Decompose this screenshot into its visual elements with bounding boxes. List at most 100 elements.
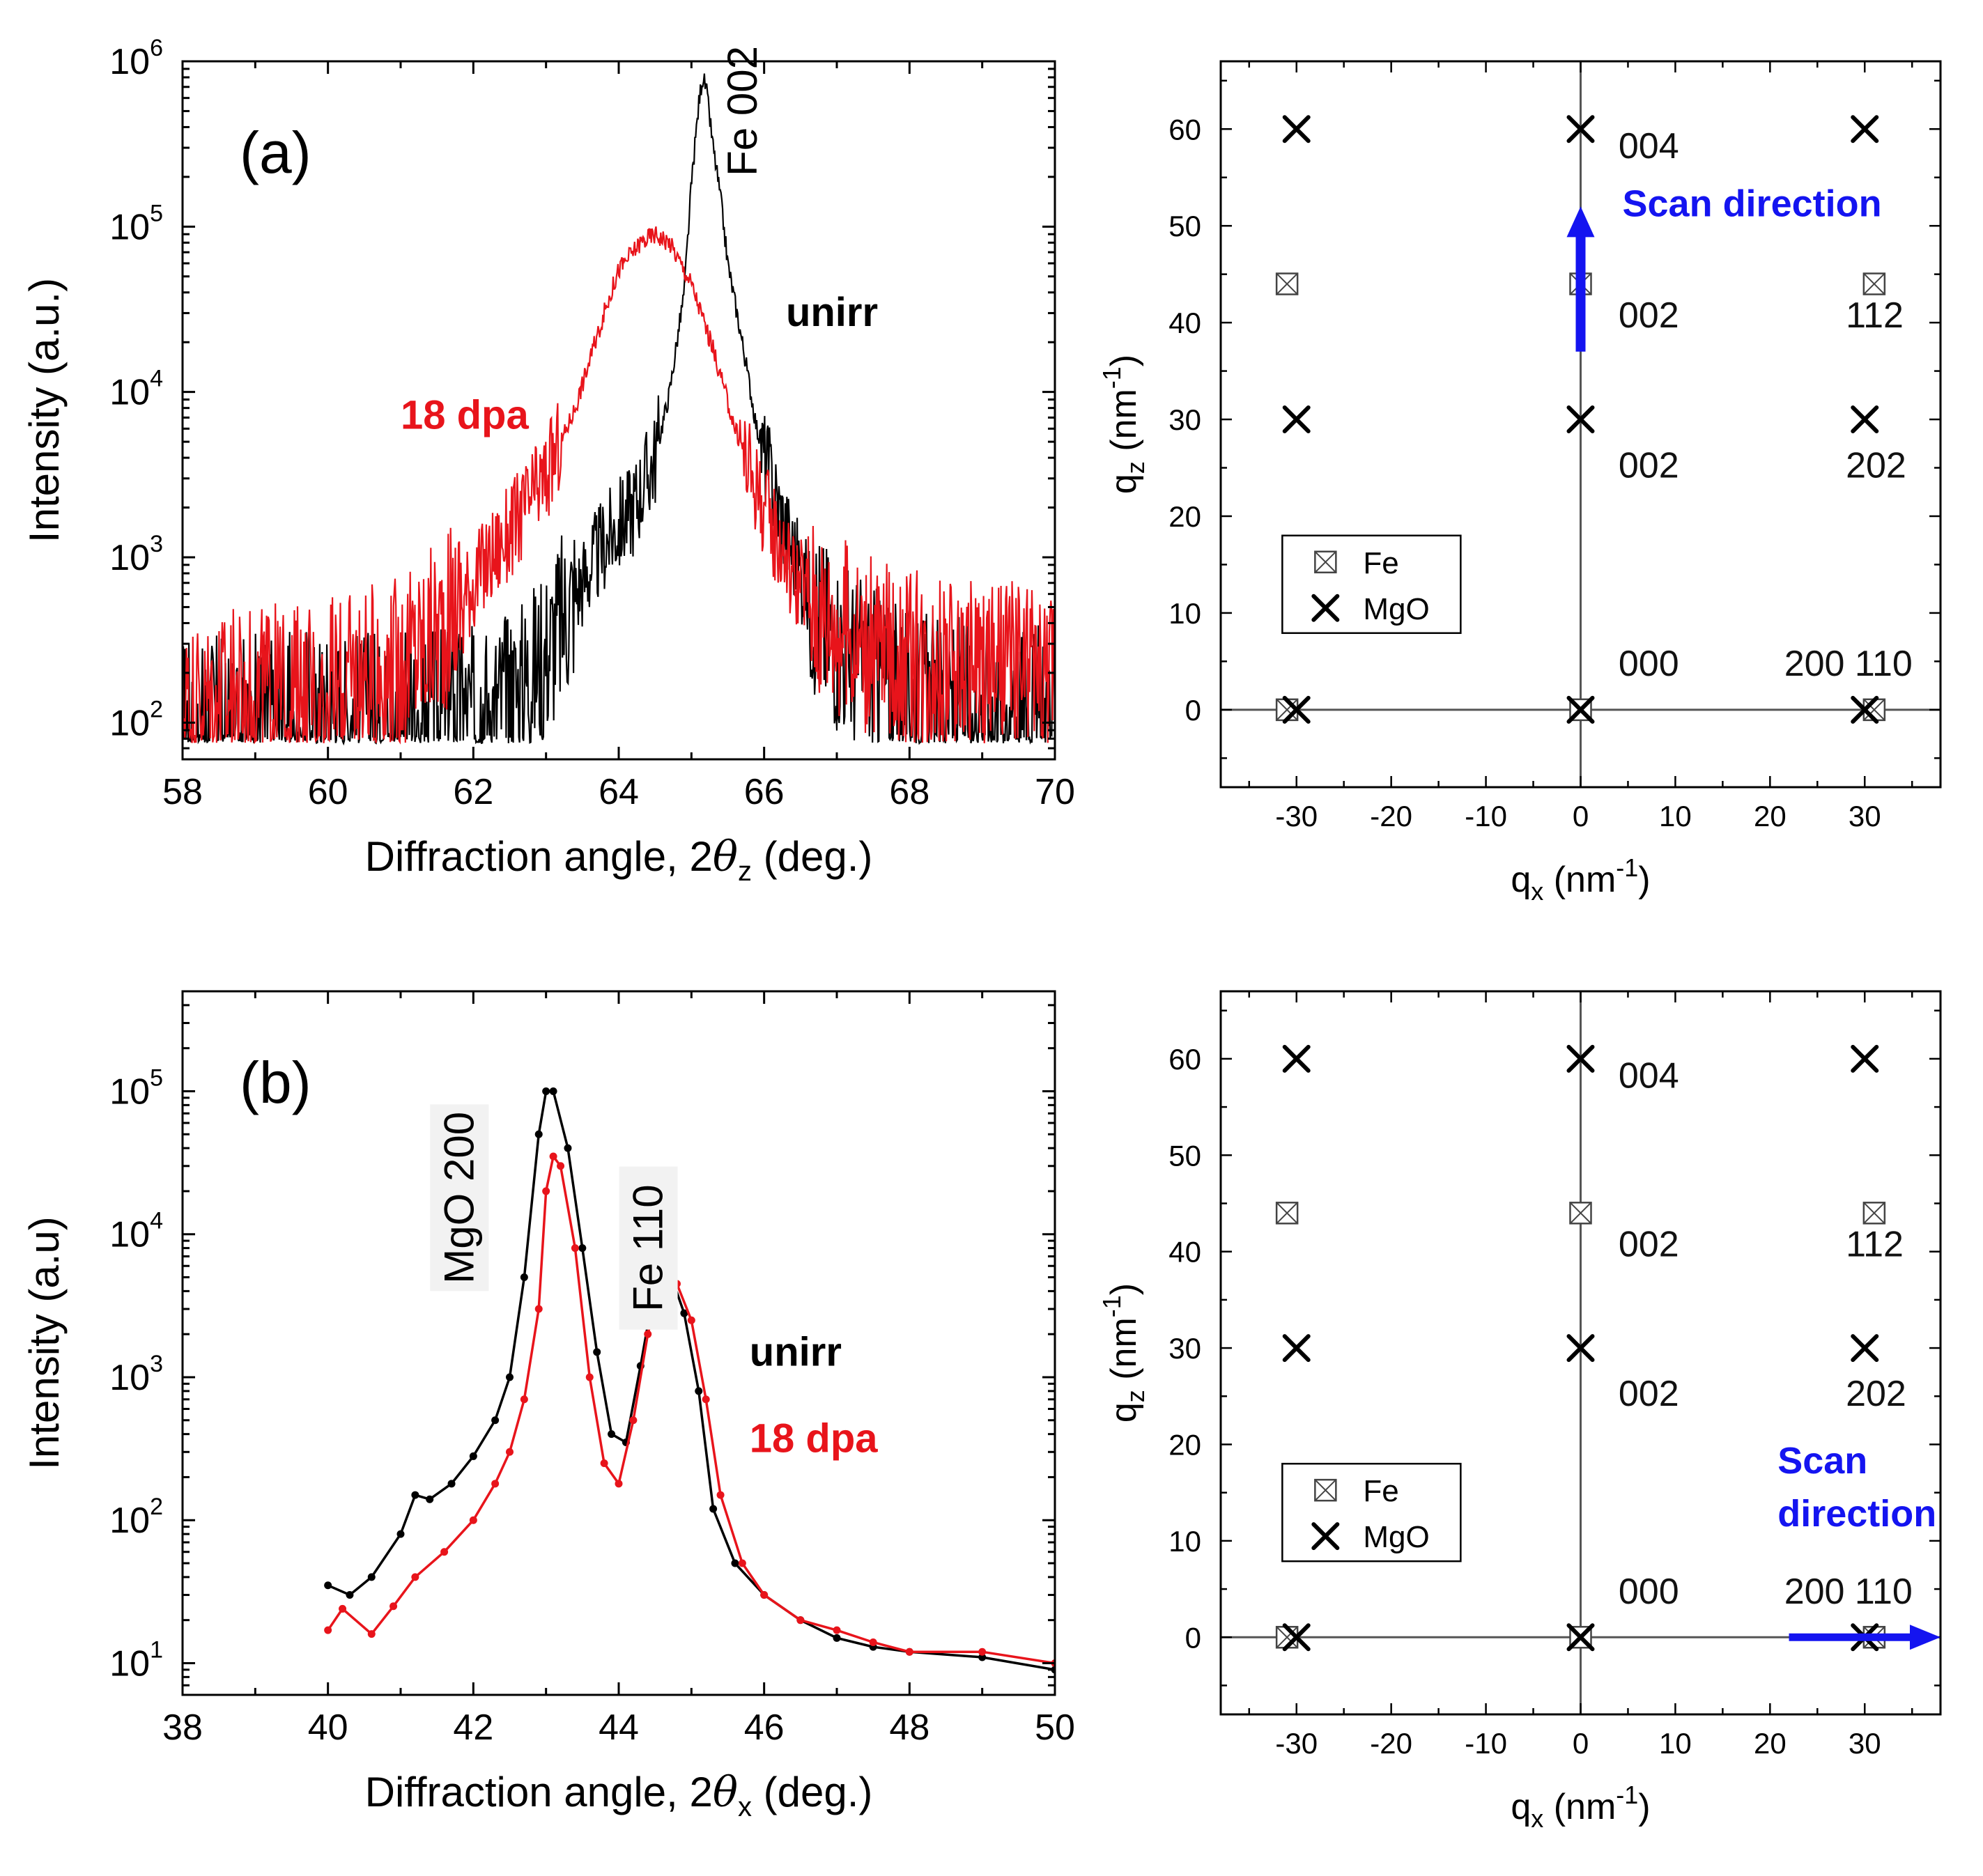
y-tick-base: 10 (109, 1501, 150, 1541)
data-point-18-dpa (644, 1330, 652, 1338)
x-tick-label: 20 (1754, 1727, 1787, 1760)
data-point-unirr (978, 1653, 987, 1661)
y-axis-label-unit: (nm (1104, 1317, 1144, 1390)
y-tick-label: 104 (109, 1208, 163, 1255)
data-point-unirr (542, 1087, 550, 1095)
y-axis-label-close: ) (1104, 1283, 1144, 1295)
x-tick-label: 48 (889, 1707, 929, 1748)
plot-frame (181, 990, 1056, 1696)
data-point-unirr (447, 1480, 456, 1488)
y-axis-label-sup: -1 (1097, 1295, 1126, 1317)
x-tick-label: -30 (1275, 1727, 1318, 1760)
y-tick-exponent: 2 (150, 1494, 163, 1520)
x-tick-label: 42 (453, 1707, 493, 1748)
y-tick-label: 60 (1168, 113, 1201, 146)
x-axis-label-unit: (deg.) (752, 833, 872, 880)
mgo-marker (1282, 1044, 1311, 1073)
x-axis-label: qx (nm-1) (1511, 853, 1650, 906)
data-point-unirr (367, 1573, 376, 1581)
y-tick-label: 40 (1168, 307, 1201, 339)
data-point-unirr (833, 1634, 841, 1642)
series-line-18-dpa (183, 226, 1055, 745)
mgo-marker (1566, 1623, 1595, 1652)
x-axis-label-sup: -1 (1616, 1781, 1638, 1809)
y-tick-label: 30 (1168, 403, 1201, 436)
y-tick-label: 103 (109, 531, 163, 578)
annotation-box (619, 1166, 678, 1330)
y-tick-base: 10 (109, 1358, 150, 1398)
annotation-peak: Fe 002 (719, 46, 766, 176)
point-label: 002 (1619, 1225, 1679, 1265)
scan-direction-label-line1: Scan (1777, 1440, 1867, 1482)
x-axis-label-close: ) (1638, 860, 1650, 900)
data-point-18-dpa (796, 1616, 805, 1625)
y-axis-label: qz (nm-1) (1097, 355, 1150, 494)
x-axis-label-sup: -1 (1616, 853, 1638, 882)
point-label: 000 (1619, 644, 1679, 684)
legend: Fe MgO (1281, 534, 1462, 635)
data-point-unirr (695, 1387, 703, 1395)
fe-marker (1862, 272, 1886, 295)
y-tick-label: 0 (1185, 1621, 1201, 1654)
x-tick-label: 10 (1659, 800, 1692, 832)
data-point-18-dpa (760, 1591, 769, 1599)
y-tick-exponent: 1 (150, 1636, 163, 1663)
y-axis-label-sub: z (1121, 1390, 1150, 1402)
panel-label: (b) (240, 1050, 311, 1115)
legend-box (1281, 534, 1462, 635)
x-tick-label: -30 (1275, 800, 1318, 832)
y-tick-label: 105 (109, 1064, 163, 1112)
data-point-18-dpa (520, 1395, 528, 1404)
point-label: 004 (1619, 1055, 1679, 1096)
x-tick-label: 50 (1035, 1707, 1075, 1748)
x-tick-label: 30 (1849, 800, 1881, 832)
x-tick-label: 10 (1659, 1727, 1692, 1760)
data-point-18-dpa (833, 1626, 841, 1634)
data-point-18-dpa (367, 1630, 376, 1638)
x-tick-label: -20 (1370, 1727, 1412, 1760)
data-point-18-dpa (389, 1602, 398, 1611)
x-tick-label: 20 (1754, 800, 1787, 832)
x-axis-label-main: q (1511, 1787, 1531, 1827)
data-point-unirr (426, 1495, 434, 1503)
fe-marker (1275, 1202, 1299, 1225)
data-point-unirr (469, 1452, 477, 1460)
legend-box (1281, 1462, 1462, 1563)
mgo-marker (1566, 695, 1595, 724)
y-axis-label: Intensity (a.u) (21, 1216, 68, 1470)
y-tick-label: 30 (1168, 1332, 1201, 1365)
y-tick-exponent: 5 (150, 1064, 163, 1091)
fe-marker (1275, 272, 1299, 295)
data-point-unirr (534, 1130, 543, 1138)
y-tick-label: 104 (109, 366, 163, 413)
data-point-unirr (593, 1348, 601, 1356)
x-axis-label-close: ) (1638, 1787, 1650, 1827)
mgo-marker (1566, 1044, 1595, 1073)
data-point-unirr (520, 1273, 528, 1282)
y-axis-label-close: ) (1104, 355, 1144, 366)
fe-marker-cross (1863, 1202, 1885, 1225)
point-label: 202 (1846, 445, 1906, 486)
legend-label-fe: Fe (1363, 1474, 1398, 1508)
mgo-marker (1311, 1522, 1340, 1551)
fe-marker-cross (1314, 551, 1337, 573)
mgo-marker (1566, 115, 1595, 144)
data-point-unirr (608, 1430, 616, 1439)
x-tick-label: 38 (162, 1707, 203, 1748)
scan-direction-label-line2: direction (1777, 1493, 1936, 1535)
y-axis-label-sub: z (1121, 461, 1150, 474)
fe-marker-cross (1276, 1626, 1298, 1648)
fe-marker (1569, 1202, 1592, 1225)
fe-marker (1314, 1478, 1337, 1502)
mgo-marker (1311, 594, 1340, 622)
x-axis-label-unit: (deg.) (752, 1769, 872, 1815)
y-tick-exponent: 2 (150, 696, 163, 722)
x-axis-label-unit: (nm (1543, 860, 1616, 900)
x-axis-label-unit: (nm (1543, 1787, 1616, 1827)
data-point-18-dpa (629, 1416, 638, 1425)
annotation-unirr: unirr (786, 290, 878, 335)
data-point-18-dpa (440, 1548, 449, 1556)
y-tick-exponent: 4 (150, 1208, 163, 1234)
data-point-unirr (731, 1559, 739, 1567)
